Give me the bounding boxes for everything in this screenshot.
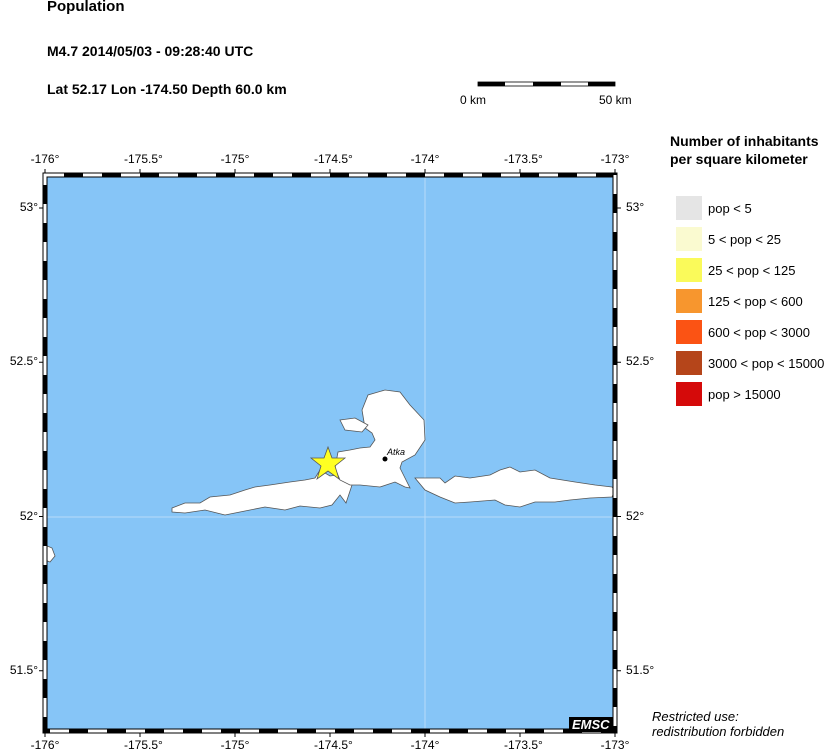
lon-tick-label: -174.5° xyxy=(314,152,353,166)
lat-tick-label: 53° xyxy=(626,200,645,214)
town-marker xyxy=(382,456,388,462)
usage-note-line1: Restricted use: xyxy=(652,709,739,724)
usage-note-line2: redistribution forbidden xyxy=(652,724,785,739)
lon-tick-label: -174° xyxy=(410,152,440,166)
legend-label: 125 < pop < 600 xyxy=(708,293,803,309)
page-title: Population xyxy=(47,0,125,15)
lon-tick-label: -175° xyxy=(220,738,250,752)
lat-tick-label: 52.5° xyxy=(9,354,38,369)
legend-swatch xyxy=(676,289,702,313)
location-info: Lat 52.17 Lon -174.50 Depth 60.0 km xyxy=(47,81,287,97)
scale-start-label: 0 km xyxy=(460,93,487,107)
legend-label: 3000 < pop < 15000 xyxy=(708,355,825,371)
legend-swatch xyxy=(676,196,702,220)
legend-item: 25 < pop < 125 xyxy=(676,258,795,282)
lon-tick-label: -173.5° xyxy=(504,738,543,752)
lat-tick-label: 51.5° xyxy=(626,662,655,677)
legend-label: 5 < pop < 25 xyxy=(708,231,782,247)
lon-tick-label: -173° xyxy=(600,738,630,752)
lon-tick-label: -174.5° xyxy=(314,738,353,752)
lat-tick-label: 52.5° xyxy=(626,354,655,369)
lat-tick-label: 52° xyxy=(626,508,645,523)
town-label: Atka xyxy=(387,447,406,457)
island-atka xyxy=(334,389,426,489)
map-frame xyxy=(42,172,618,734)
legend-label: 600 < pop < 3000 xyxy=(708,324,810,340)
lon-tick-label: -176° xyxy=(30,152,60,166)
event-info: M4.7 2014/05/03 - 09:28:40 UTC xyxy=(47,43,254,59)
legend-label: pop > 15000 xyxy=(708,386,781,402)
legend-swatch xyxy=(676,382,702,406)
lat-tick-label: 53° xyxy=(19,200,38,214)
lon-tick-label: -175.5° xyxy=(124,152,163,166)
island-islet xyxy=(339,417,369,433)
legend-item: 600 < pop < 3000 xyxy=(676,320,810,344)
lon-tick-label: -175° xyxy=(220,152,250,166)
lat-tick-label: 52° xyxy=(19,508,38,523)
legend-item: 125 < pop < 600 xyxy=(676,289,803,313)
legend-title: Number of inhabitants per square kilomet… xyxy=(670,132,819,168)
legend-title-line1: Number of inhabitants xyxy=(670,133,819,149)
legend-item: 3000 < pop < 15000 xyxy=(676,351,824,375)
lat-tick-label: 51.5° xyxy=(9,662,38,677)
legend-swatch xyxy=(676,320,702,344)
scale-bar xyxy=(477,81,616,87)
legend-title-line2: per square kilometer xyxy=(670,151,808,167)
legend-swatch xyxy=(676,227,702,251)
legend-label: pop < 5 xyxy=(708,200,752,216)
legend-swatch xyxy=(676,258,702,282)
legend-swatch xyxy=(676,351,702,375)
legend-label: 25 < pop < 125 xyxy=(708,262,796,278)
scale-end-label: 50 km xyxy=(599,93,632,107)
legend-item: pop < 5 xyxy=(676,196,752,220)
lon-tick-label: -174° xyxy=(410,738,440,752)
lon-tick-label: -175.5° xyxy=(124,738,163,752)
lon-tick-label: -176° xyxy=(30,738,60,752)
emsc-logo: EMSC xyxy=(569,717,613,732)
usage-note: Restricted use: redistribution forbidden xyxy=(652,709,784,739)
lon-tick-label: -173.5° xyxy=(504,152,543,166)
legend-item: pop > 15000 xyxy=(676,382,781,406)
legend-item: 5 < pop < 25 xyxy=(676,227,781,251)
lon-tick-label: -173° xyxy=(600,152,630,166)
star-icon xyxy=(309,445,347,481)
